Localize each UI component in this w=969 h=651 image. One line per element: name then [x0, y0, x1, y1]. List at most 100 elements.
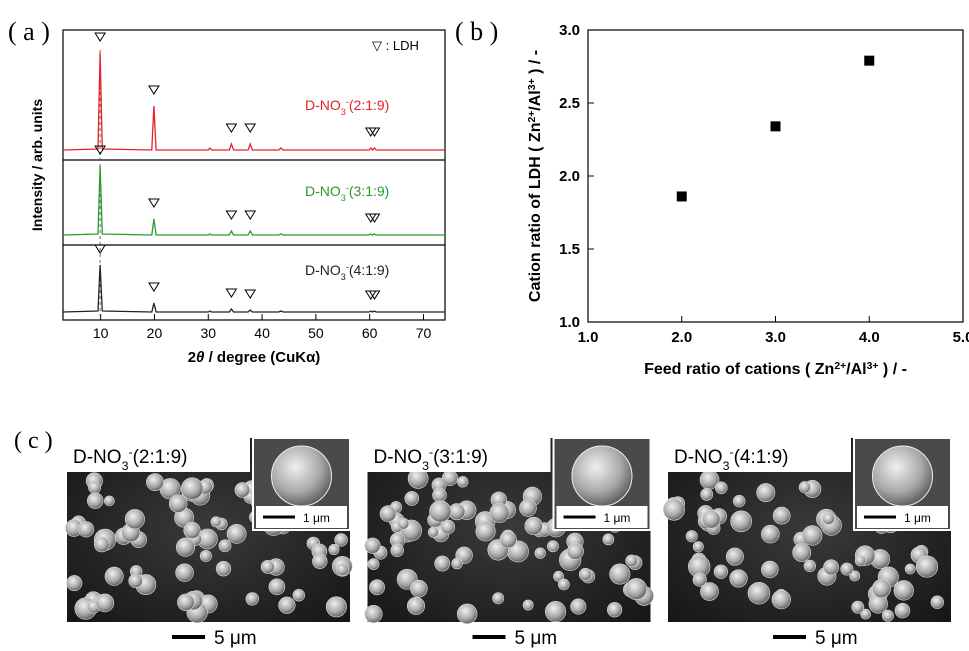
inset-particle: [571, 445, 633, 507]
particle: [93, 536, 110, 553]
particle: [570, 598, 587, 615]
ldh-marker: [368, 290, 381, 300]
particle: [404, 491, 420, 506]
trace: [62, 52, 445, 151]
label-box: [367, 438, 551, 472]
particle: [558, 578, 570, 591]
x-tick-label: 2.0: [671, 329, 692, 346]
particle: [803, 559, 817, 573]
text-part: 3: [422, 459, 429, 473]
particle: [434, 555, 451, 572]
particle: [104, 566, 124, 586]
trace: [62, 165, 445, 236]
text-part: ) / -: [878, 361, 906, 378]
particle: [128, 573, 143, 588]
particle: [849, 570, 861, 582]
particle: [432, 487, 447, 503]
scale-box: [556, 506, 648, 528]
particle: [87, 492, 104, 509]
y-tick-label: 1.0: [559, 314, 580, 331]
y-tick-label: 3.0: [559, 22, 580, 39]
particle: [325, 596, 347, 618]
panel-label: ( b ): [455, 17, 498, 46]
ldh-marker: [94, 145, 107, 155]
particle: [729, 569, 748, 588]
series-label: D-NO3-(4:1:9): [305, 262, 389, 282]
plot-frame: [62, 29, 446, 321]
particle: [553, 570, 564, 582]
scale-text: 5 μm: [515, 628, 558, 649]
particle: [245, 592, 259, 606]
x-tick-label: 70: [416, 325, 432, 341]
text-part: Cation ratio of LDH ( Zn: [527, 123, 544, 303]
particle: [733, 494, 746, 508]
text-part: 3: [341, 107, 346, 117]
particle: [893, 580, 914, 601]
inset-particle: [872, 445, 933, 507]
text-part: θ: [196, 349, 205, 366]
particle: [822, 512, 835, 525]
panel-label: ( c ): [14, 428, 53, 454]
text-part: (2:1:9): [349, 97, 389, 113]
text-part: 3: [341, 272, 346, 282]
ldh-marker: [94, 244, 107, 254]
particle: [761, 524, 780, 544]
y-tick-label: 2.0: [559, 168, 580, 185]
ldh-marker: [244, 210, 257, 220]
particle: [328, 543, 340, 556]
particle: [268, 578, 286, 596]
x-tick-label: 50: [308, 325, 324, 341]
y-axis-label: Intensity / arb. units: [29, 99, 45, 231]
scale-box: [256, 506, 347, 528]
ldh-marker: [368, 127, 381, 137]
text-part: 3+: [527, 78, 538, 90]
particle: [146, 473, 164, 492]
ldh-marker: [148, 198, 160, 208]
text-part: -: [346, 183, 349, 193]
series-label: D-NO3-(3:1:9): [305, 183, 389, 203]
legend-text: ▽ : LDH: [372, 38, 419, 53]
particle: [798, 481, 811, 494]
text-part: (3:1:9): [433, 447, 488, 468]
particle: [292, 589, 305, 602]
x-tick-label: 60: [362, 325, 378, 341]
particle: [747, 581, 771, 605]
particle: [234, 482, 251, 498]
text-part: D-NO: [674, 447, 723, 468]
particle: [475, 521, 496, 542]
particle: [915, 555, 939, 578]
particle: [802, 525, 823, 546]
particle: [499, 530, 517, 549]
text-part: D-NO: [305, 97, 341, 113]
particle: [692, 541, 704, 553]
particle: [702, 510, 721, 529]
label-box: [668, 438, 851, 472]
ldh-marker: [148, 282, 160, 292]
y-tick-label: 2.5: [559, 95, 580, 112]
x-tick-label: 1.0: [578, 329, 599, 346]
panel-label: ( a ): [8, 17, 50, 46]
particle: [210, 516, 222, 528]
particle: [336, 563, 349, 576]
particle: [662, 498, 685, 521]
inset-particle: [271, 445, 332, 507]
particle: [429, 500, 452, 523]
particle: [519, 499, 537, 517]
particle: [524, 516, 543, 536]
text-part: -: [346, 97, 349, 107]
particle: [625, 554, 638, 567]
particle: [930, 595, 944, 609]
data-point: [676, 191, 687, 202]
particle: [278, 596, 296, 614]
particle: [756, 483, 776, 502]
particle: [534, 547, 546, 559]
image-label: D-NO3-(4:1:9): [674, 445, 788, 473]
particle: [894, 602, 911, 619]
particle: [215, 561, 232, 577]
particle: [602, 533, 615, 546]
particle: [440, 519, 456, 535]
particle: [427, 526, 439, 538]
particle: [700, 487, 714, 501]
text-part: /Al: [846, 361, 866, 378]
